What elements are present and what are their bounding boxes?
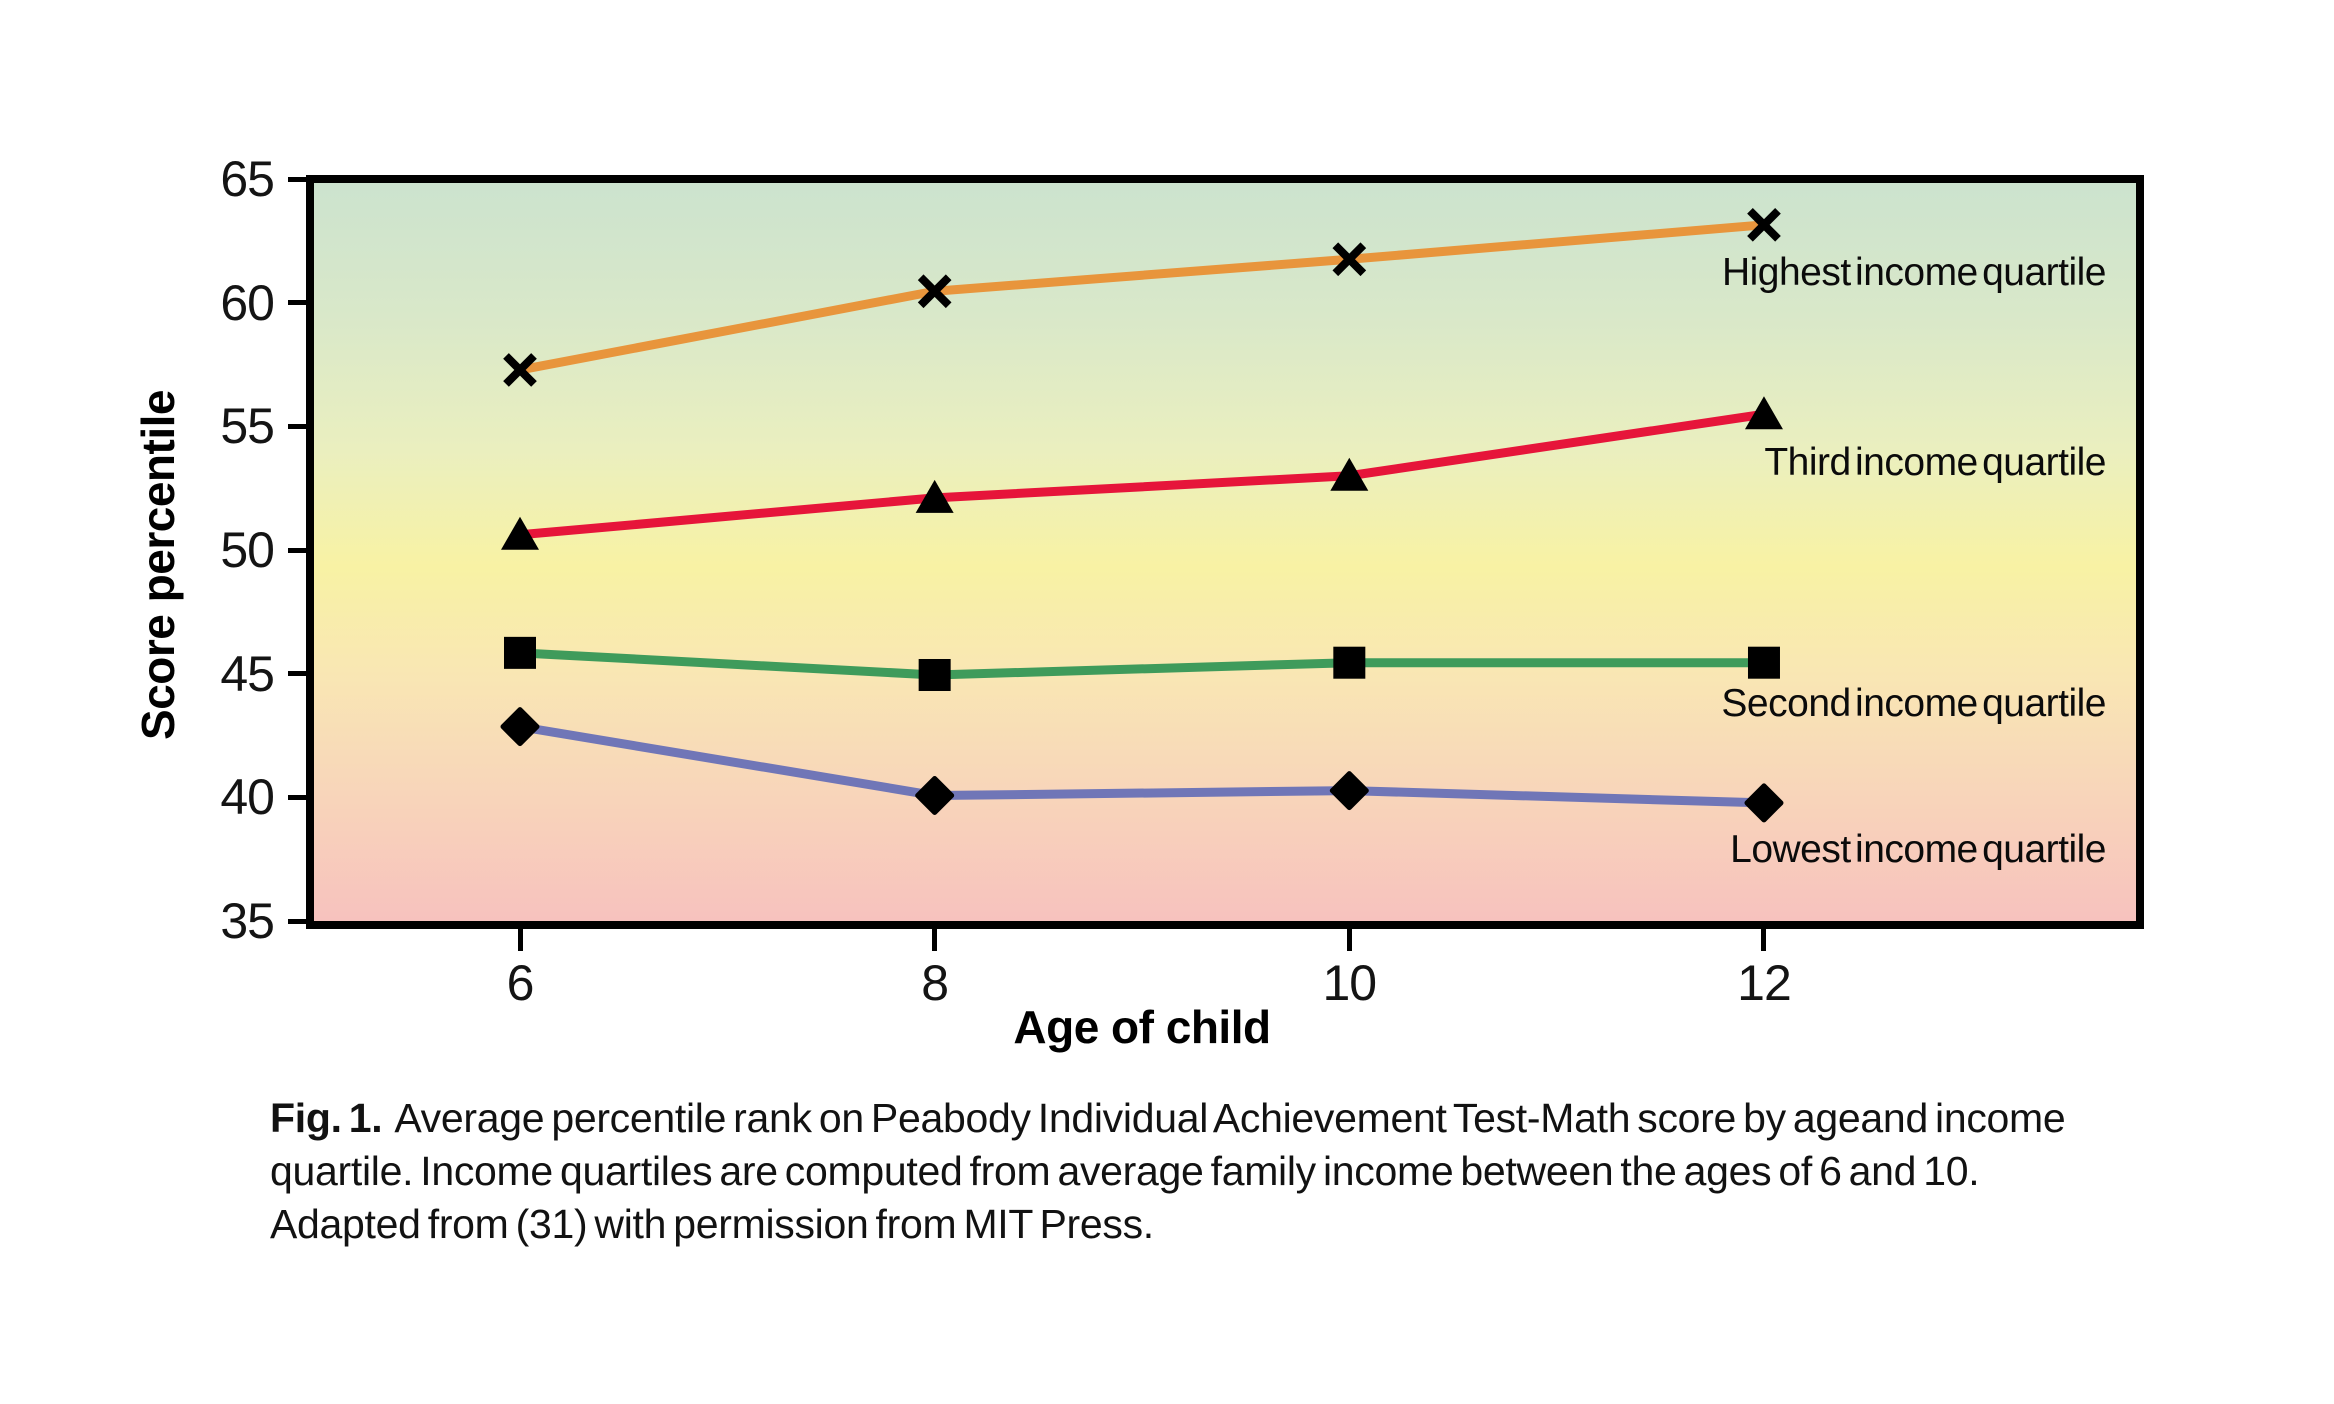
x-marker [503,353,537,387]
triangle-marker [1744,396,1783,430]
y-axis-tick [288,671,310,677]
plot-area: Highest income quartile Third income quar… [306,175,2144,929]
square-marker [1747,646,1780,679]
x-marker [1747,207,1781,242]
diamond-marker [1744,783,1784,823]
x-marker [917,274,952,309]
y-axis-tick [288,918,310,924]
x-axis-tick [932,929,938,951]
series-label-3: Lowest income quartile [1730,828,2106,871]
x-axis-title: Age of child [1013,1001,1271,1053]
y-axis-tick [288,423,310,429]
triangle-marker [1330,457,1369,491]
y-tick-label: 35 [220,893,275,949]
triangle-marker [915,479,954,513]
y-axis-tick [288,794,310,800]
square-marker [1333,646,1366,679]
diamond-marker [1329,771,1369,811]
series-line-0 [515,220,1769,375]
x-axis-tick [1761,929,1767,951]
caption-line-2: quartile. Income quartiles are computed … [270,1148,1980,1194]
triangle-marker [501,516,539,550]
series-label-0: Highest income quartile [1721,251,2107,294]
x-axis-tick [1346,929,1352,951]
y-axis-tick [288,300,310,306]
x-axis-tick [517,929,523,951]
y-tick-label: 55 [220,398,275,455]
series-line-2 [515,648,1769,680]
square-marker [918,659,951,691]
x-marker [1332,242,1367,277]
diamond-marker [500,707,540,747]
caption-figure-number: Fig. 1. [270,1095,383,1141]
x-tick-label: 12 [1737,955,1792,1011]
y-tick-label: 60 [220,274,275,331]
y-tick-label: 45 [220,645,275,702]
series-label-1: Third income quartile [1764,441,2106,484]
y-tick-label: 40 [220,769,275,826]
x-tick-label: 6 [506,955,535,1011]
series-label-2: Second income quartile [1721,682,2106,725]
y-tick-label: 65 [220,151,275,207]
diamond-marker [915,776,955,816]
figure-caption: Fig. 1. Average percentile rank on Peabod… [270,1092,2170,1251]
caption-line-1: Fig. 1. Average percentile rank on Peabod… [270,1092,2170,1145]
chart-canvas [500,207,1784,823]
y-axis-tick [288,176,310,182]
square-marker [504,636,536,669]
series-line-1 [515,409,1769,540]
caption-line-3: Adapted from (31) with permission from M… [270,1201,1154,1247]
x-tick-label: 10 [1322,955,1378,1011]
caption-line-1-text: Average percentile rank on Peabody Indiv… [394,1095,2066,1141]
y-axis-tick [288,547,310,553]
y-tick-label: 50 [220,522,275,578]
x-tick-label: 8 [921,955,949,1011]
series-line-3 [515,722,1769,808]
